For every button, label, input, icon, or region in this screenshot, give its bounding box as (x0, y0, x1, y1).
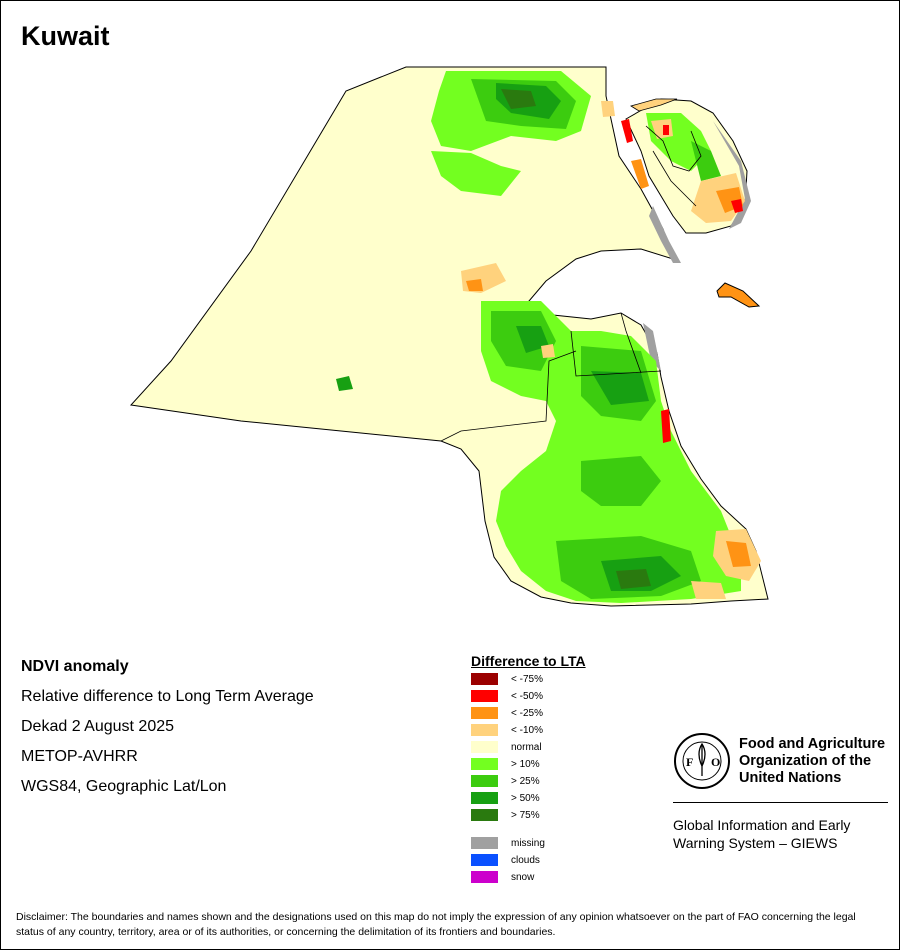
product-label: NDVI anomaly (21, 658, 129, 675)
governorate-boundaries (440, 125, 702, 442)
fao-name-line: Food and Agriculture (739, 736, 886, 752)
legend-title: Difference to LTA (471, 653, 586, 669)
legend-item: > 75% (471, 809, 540, 821)
legend-label: > 75% (511, 809, 540, 821)
legend-swatch (471, 792, 498, 804)
missing-coast-east (643, 323, 661, 371)
legend-swatch (471, 775, 498, 787)
legend-label: clouds (511, 854, 540, 866)
period-label: Dekad 2 August 2025 (21, 718, 175, 735)
vegetation-anomaly-patches (336, 71, 741, 603)
legend-swatch (471, 854, 498, 866)
giews-line: Global Information and Early (673, 817, 851, 833)
svg-text:F: F (686, 755, 693, 769)
description-label: Relative difference to Long Term Average (21, 688, 314, 705)
legend-swatch (471, 724, 498, 736)
ndvi-anomaly-map[interactable] (1, 1, 899, 641)
giews-line: Warning System – GIEWS (673, 835, 838, 851)
legend-label: < -75% (511, 673, 543, 685)
legend-swatch (471, 741, 498, 753)
projection-label: WGS84, Geographic Lat/Lon (21, 778, 227, 795)
legend-swatch (471, 707, 498, 719)
legend-label: missing (511, 837, 545, 849)
legend-item: snow (471, 871, 534, 883)
divider (673, 802, 888, 803)
legend-swatch (471, 673, 498, 685)
legend-swatch (471, 809, 498, 821)
legend-label: snow (511, 871, 535, 883)
legend-item: < -10% (471, 724, 543, 736)
fao-organization-name: Food and Agriculture Organization of the… (739, 736, 885, 787)
legend-label: < -10% (511, 724, 543, 736)
legend-item: > 25% (471, 775, 540, 787)
legend-item: < -75% (471, 673, 543, 685)
giews-label: Global Information and Early Warning Sys… (673, 816, 850, 852)
legend-swatch (471, 690, 498, 702)
legend-item: < -25% (471, 707, 543, 719)
map-title: Kuwait (21, 21, 110, 51)
fao-logo-icon: F O (674, 733, 730, 789)
legend-item: > 10% (471, 758, 540, 770)
legend-swatch (471, 837, 498, 849)
legend-item: missing (471, 837, 545, 849)
legend-label: > 50% (511, 792, 540, 804)
missing-coast-north (649, 206, 681, 263)
fao-name-line: Organization of the (739, 753, 872, 769)
legend-item: > 50% (471, 792, 540, 804)
legend-label: < -50% (511, 690, 543, 702)
dry-anomaly-patches (461, 101, 761, 599)
legend-item: < -50% (471, 690, 543, 702)
legend-label: > 25% (511, 775, 540, 787)
legend-label: < -25% (511, 707, 543, 719)
disclaimer-text: Disclaimer: The boundaries and names sho… (16, 911, 856, 938)
sensor-label: METOP-AVHRR (21, 748, 138, 765)
legend-label: > 10% (511, 758, 540, 770)
warba-island (630, 98, 678, 112)
fao-name-line: United Nations (739, 770, 842, 786)
legend-item: normal (471, 741, 542, 753)
missing-coast-bubiyan (713, 121, 751, 229)
failaka-island (716, 282, 761, 308)
legend-swatch (471, 871, 498, 883)
legend-item: clouds (471, 854, 540, 866)
legend-label: normal (511, 741, 542, 753)
svg-text:O: O (711, 755, 720, 769)
legend-swatch (471, 758, 498, 770)
